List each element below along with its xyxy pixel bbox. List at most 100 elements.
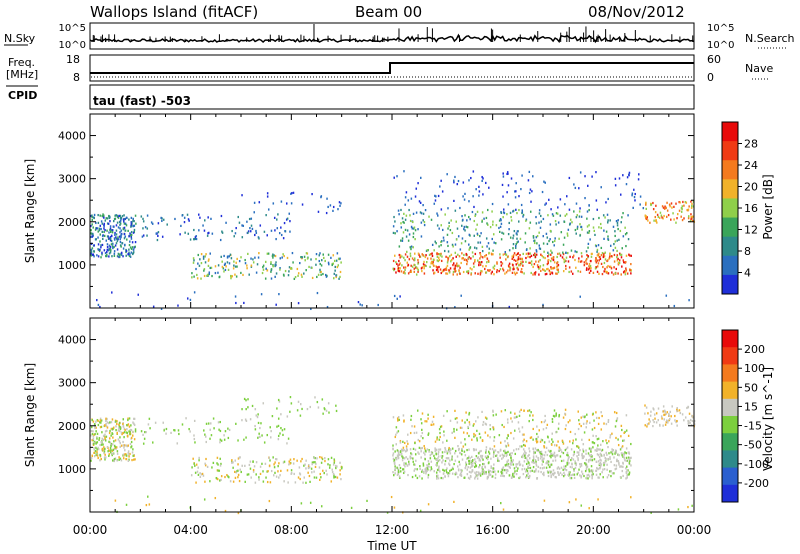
range-gate-cell bbox=[533, 272, 536, 275]
range-gate-cell bbox=[99, 459, 101, 462]
colorbar-segment bbox=[722, 122, 738, 142]
range-gate-cell bbox=[273, 254, 275, 257]
range-gate-cell bbox=[590, 255, 593, 258]
range-gate-cell bbox=[526, 469, 529, 473]
range-gate-cell bbox=[596, 250, 598, 253]
range-gate-cell bbox=[465, 465, 467, 468]
range-gate-cell bbox=[108, 454, 110, 458]
range-gate-cell bbox=[632, 206, 634, 209]
range-gate-cell bbox=[481, 270, 483, 273]
range-gate-cell bbox=[415, 266, 418, 269]
range-gate-cell bbox=[91, 223, 93, 226]
range-gate-cell bbox=[426, 249, 429, 252]
range-gate-cell bbox=[692, 200, 695, 203]
range-gate-cell bbox=[620, 446, 623, 449]
range-gate-cell bbox=[254, 256, 256, 259]
range-gate-cell bbox=[676, 410, 678, 413]
range-gate-cell bbox=[602, 265, 604, 269]
range-gate-cell bbox=[417, 262, 419, 265]
range-gate-cell bbox=[568, 266, 571, 269]
range-gate-cell bbox=[111, 432, 114, 436]
range-gate-cell bbox=[251, 227, 254, 231]
range-gate-cell bbox=[440, 271, 443, 275]
range-gate-cell bbox=[418, 452, 420, 455]
range-gate-cell bbox=[686, 208, 688, 212]
range-gate-cell bbox=[550, 449, 552, 453]
range-gate-cell bbox=[534, 451, 536, 454]
range-gate-cell bbox=[396, 431, 398, 434]
range-gate-cell bbox=[559, 254, 562, 257]
range-gate-cell bbox=[477, 259, 479, 262]
range-gate-cell bbox=[613, 464, 616, 467]
range-gate-cell bbox=[453, 179, 455, 182]
range-gate-cell bbox=[464, 443, 467, 446]
range-gate-cell bbox=[542, 217, 545, 221]
range-gate-cell bbox=[488, 186, 490, 189]
range-gate-cell bbox=[272, 256, 274, 259]
range-gate-cell bbox=[417, 270, 419, 273]
range-gate-cell bbox=[145, 503, 148, 507]
range-gate-cell bbox=[198, 264, 201, 267]
range-gate-cell bbox=[125, 224, 128, 227]
range-gate-cell bbox=[244, 418, 247, 421]
range-gate-cell bbox=[510, 463, 512, 466]
range-gate-cell bbox=[130, 233, 133, 236]
range-gate-cell bbox=[547, 255, 549, 258]
range-gate-cell bbox=[578, 257, 580, 260]
range-gate-cell bbox=[95, 442, 97, 445]
range-gate-cell bbox=[438, 258, 441, 262]
range-gate-cell bbox=[275, 303, 277, 306]
range-gate-cell bbox=[255, 271, 258, 274]
range-gate-cell bbox=[554, 475, 557, 479]
range-gate-cell bbox=[547, 463, 550, 466]
range-gate-cell bbox=[131, 241, 134, 244]
range-gate-cell bbox=[100, 244, 102, 247]
range-gate-cell bbox=[518, 427, 520, 430]
range-gate-cell bbox=[552, 459, 554, 462]
range-gate-cell bbox=[200, 277, 202, 280]
range-gate-cell bbox=[420, 267, 423, 270]
range-gate-cell bbox=[219, 438, 222, 441]
range-gate-cell bbox=[393, 294, 396, 298]
range-gate-cell bbox=[293, 472, 295, 476]
range-gate-cell bbox=[197, 213, 200, 216]
range-gate-cell bbox=[130, 230, 133, 234]
range-gate-cell bbox=[524, 241, 526, 244]
range-gate-cell bbox=[311, 461, 314, 464]
range-gate-cell bbox=[424, 264, 426, 267]
range-gate-cell bbox=[94, 238, 97, 241]
range-gate-cell bbox=[578, 468, 580, 471]
range-gate-cell bbox=[460, 474, 463, 477]
range-gate-cell bbox=[565, 251, 567, 254]
range-gate-cell bbox=[296, 409, 299, 412]
range-gate-cell bbox=[315, 476, 318, 479]
range-gate-cell bbox=[163, 429, 165, 432]
range-gate-cell bbox=[231, 229, 233, 233]
range-gate-cell bbox=[513, 449, 515, 452]
range-gate-cell bbox=[577, 260, 580, 263]
range-gate-cell bbox=[653, 219, 655, 222]
range-gate-cell bbox=[224, 430, 227, 433]
range-gate-cell bbox=[111, 229, 114, 232]
range-gate-cell bbox=[539, 226, 542, 229]
range-gate-cell bbox=[535, 253, 538, 256]
range-gate-cell bbox=[562, 451, 565, 455]
range-gate-cell bbox=[611, 450, 614, 453]
range-gate-cell bbox=[546, 423, 549, 426]
range-gate-cell bbox=[444, 450, 446, 454]
range-gate-cell bbox=[423, 265, 425, 268]
range-gate-cell bbox=[289, 220, 291, 223]
range-gate-cell bbox=[325, 211, 328, 215]
range-gate-cell bbox=[510, 215, 512, 219]
range-gate-cell bbox=[429, 454, 432, 457]
range-gate-cell bbox=[266, 470, 268, 473]
range-gate-cell bbox=[644, 424, 647, 427]
range-gate-cell bbox=[513, 475, 515, 478]
range-gate-cell bbox=[410, 264, 412, 267]
range-gate-cell bbox=[620, 465, 623, 468]
range-gate-cell bbox=[563, 236, 566, 239]
range-gate-cell bbox=[609, 436, 611, 439]
range-gate-cell bbox=[505, 258, 507, 261]
range-gate-cell bbox=[564, 467, 566, 471]
range-gate-cell bbox=[403, 256, 405, 259]
